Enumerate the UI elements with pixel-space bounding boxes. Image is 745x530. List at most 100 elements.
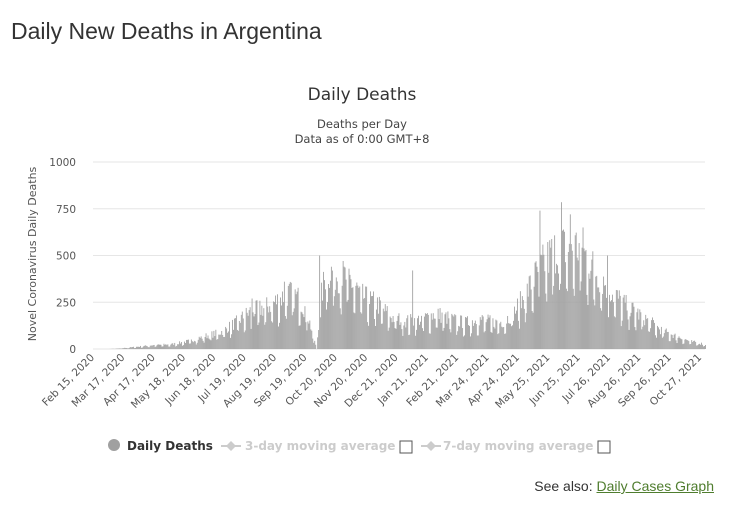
bar-daily-deaths — [208, 338, 210, 349]
bar-daily-deaths — [226, 328, 228, 349]
bar-daily-deaths — [134, 348, 136, 349]
bar-daily-deaths — [253, 316, 255, 349]
bar-daily-deaths — [279, 322, 280, 349]
bar-daily-deaths — [556, 263, 558, 349]
daily-cases-graph-link[interactable]: Daily Cases Graph — [596, 478, 715, 494]
bar-daily-deaths — [679, 337, 681, 349]
bar-daily-deaths — [122, 348, 124, 349]
bar-daily-deaths — [170, 344, 172, 349]
bar-daily-deaths — [606, 297, 607, 349]
bar-daily-deaths — [502, 327, 504, 349]
bar-daily-deaths — [538, 296, 540, 349]
bar-daily-deaths — [614, 317, 616, 349]
bar-daily-deaths — [701, 342, 702, 349]
bar-daily-deaths — [355, 285, 357, 349]
page-title: Daily New Deaths in Argentina — [11, 18, 322, 44]
bar-daily-deaths — [510, 323, 512, 349]
bar-daily-deaths — [542, 244, 544, 349]
bar-daily-deaths — [310, 329, 312, 349]
bar-daily-deaths — [531, 310, 533, 349]
bar-daily-deaths — [511, 326, 512, 349]
bar-daily-deaths — [374, 319, 375, 349]
bar-daily-deaths — [219, 334, 221, 349]
bar-daily-deaths — [478, 325, 480, 349]
bar-daily-deaths — [195, 344, 197, 349]
bar-daily-deaths — [607, 255, 608, 349]
bar-daily-deaths — [123, 348, 125, 349]
bar-daily-deaths — [352, 287, 354, 349]
bar-daily-deaths — [429, 333, 431, 349]
bar-daily-deaths — [201, 338, 203, 349]
bar-daily-deaths — [465, 317, 466, 349]
bar-daily-deaths — [643, 320, 645, 349]
bar-daily-deaths — [187, 339, 189, 349]
bar-daily-deaths — [545, 293, 547, 349]
7day-average-checkbox[interactable] — [597, 440, 611, 454]
bar-daily-deaths — [350, 279, 352, 349]
bar-daily-deaths — [157, 344, 159, 349]
bar-daily-deaths — [440, 322, 442, 349]
diamond-icon — [226, 441, 236, 451]
bar-daily-deaths — [216, 339, 218, 349]
legend-label-7day-average[interactable]: 7-day moving average — [443, 439, 593, 453]
bar-daily-deaths — [669, 341, 671, 349]
bar-daily-deaths — [541, 255, 543, 349]
y-tick-label: 500 — [56, 251, 76, 263]
bar-daily-deaths — [162, 346, 164, 349]
bar-daily-deaths — [356, 282, 358, 349]
bar-daily-deaths — [498, 333, 500, 349]
bar-daily-deaths — [661, 337, 663, 349]
bar-daily-deaths — [320, 317, 322, 349]
bar-daily-deaths — [159, 344, 161, 349]
bar-daily-deaths — [484, 331, 486, 349]
x-tick-label: Sep 26, 2021 — [616, 352, 674, 410]
bar-daily-deaths — [527, 296, 529, 349]
bar-daily-deaths — [359, 286, 361, 349]
bar-daily-deaths — [583, 248, 585, 349]
bar-daily-deaths — [560, 283, 561, 349]
legend[interactable]: Daily Deaths 3-day moving average 7-day mo… — [108, 439, 611, 454]
bar-daily-deaths — [537, 272, 539, 349]
bar-daily-deaths — [699, 343, 700, 349]
bar-daily-deaths — [146, 346, 148, 349]
bar-daily-deaths — [409, 334, 411, 349]
bar-daily-deaths — [517, 320, 519, 349]
bar-daily-deaths — [138, 346, 139, 349]
bar-daily-deaths — [683, 343, 685, 349]
bar-daily-deaths — [668, 341, 670, 349]
bar-daily-deaths — [274, 302, 276, 349]
bar-daily-deaths — [678, 336, 680, 349]
3day-average-checkbox[interactable] — [399, 440, 413, 454]
bar-daily-deaths — [363, 298, 365, 349]
bar-daily-deaths — [258, 322, 260, 349]
bar-daily-deaths — [187, 339, 188, 349]
bar-daily-deaths — [377, 313, 379, 349]
bar-daily-deaths — [191, 341, 193, 349]
bar-daily-deaths — [422, 331, 424, 349]
bar-daily-deaths — [602, 293, 604, 349]
y-tick-label: 250 — [56, 297, 76, 309]
bar-daily-deaths — [407, 315, 409, 349]
bar-daily-deaths — [140, 345, 141, 349]
legend-label-3day-average[interactable]: 3-day moving average — [245, 439, 395, 453]
bar-daily-deaths — [487, 314, 489, 349]
bar-daily-deaths — [246, 312, 248, 349]
bar-daily-deaths — [636, 312, 638, 349]
bar-daily-deaths — [691, 340, 693, 349]
bar-daily-deaths — [483, 332, 485, 349]
bar-daily-deaths — [434, 318, 436, 349]
bar-daily-deaths — [665, 328, 667, 349]
bar-daily-deaths — [223, 336, 225, 349]
x-tick-label: Aug 19, 2020 — [221, 352, 279, 410]
bar-daily-deaths — [398, 313, 400, 349]
bar-daily-deaths — [247, 315, 249, 349]
bar-daily-deaths — [449, 329, 451, 349]
bar-daily-deaths — [193, 340, 195, 349]
legend-label-daily-deaths[interactable]: Daily Deaths — [127, 439, 213, 453]
bar-daily-deaths — [190, 339, 192, 349]
bar-daily-deaths — [367, 322, 369, 349]
bar-daily-deaths — [341, 285, 343, 349]
bar-daily-deaths — [493, 326, 495, 349]
bar-daily-deaths — [180, 343, 182, 349]
bar-daily-deaths — [368, 325, 370, 349]
